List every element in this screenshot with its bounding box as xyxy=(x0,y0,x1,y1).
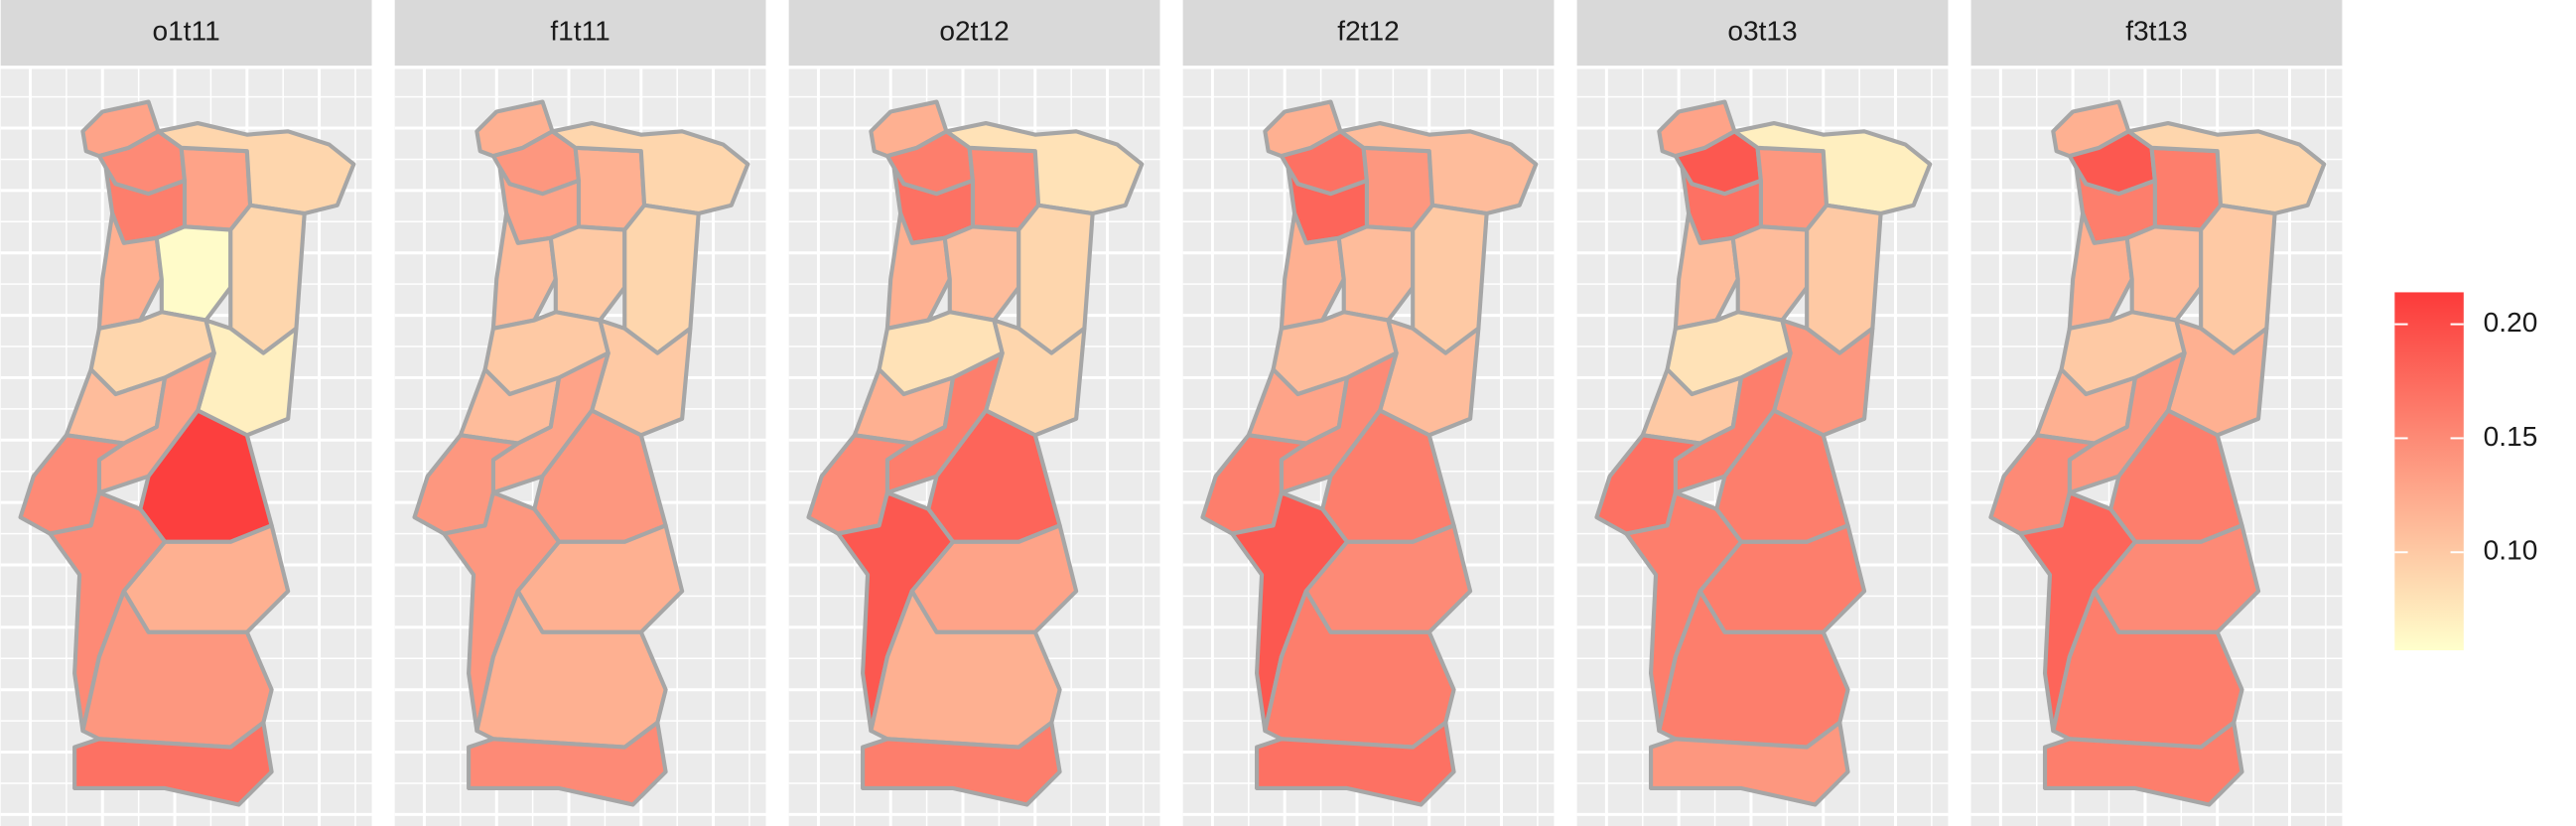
region xyxy=(1255,720,1456,807)
region xyxy=(869,589,1062,750)
region xyxy=(1732,120,1933,216)
region xyxy=(861,720,1062,807)
region xyxy=(550,120,750,216)
facet-title: o2t12 xyxy=(939,16,1009,47)
region xyxy=(72,720,274,807)
legend-tick-label: 0.10 xyxy=(2484,535,2538,566)
region xyxy=(156,120,356,216)
region xyxy=(2042,720,2244,807)
region xyxy=(2051,589,2244,750)
facet-strip xyxy=(788,0,1160,67)
facet-strip xyxy=(394,0,766,67)
facet-panel: f3t13 xyxy=(1964,0,2343,826)
facet-strip xyxy=(1182,0,1555,67)
facet-strip xyxy=(1576,0,1949,67)
facet-title: f2t12 xyxy=(1337,16,1400,47)
region xyxy=(944,120,1145,216)
legend-tick-label: 0.20 xyxy=(2484,307,2538,338)
region xyxy=(1648,720,1850,807)
legend-tick-label: 0.15 xyxy=(2484,421,2538,452)
region xyxy=(1673,210,1740,331)
facet-panel: o1t11 xyxy=(0,0,372,826)
facet-panel: o2t12 xyxy=(781,0,1160,826)
facet-title: o1t11 xyxy=(152,16,219,47)
region xyxy=(548,224,627,323)
region xyxy=(80,589,274,750)
region xyxy=(490,210,558,331)
facet-strip xyxy=(1970,0,2343,67)
facet-title: f3t13 xyxy=(2125,16,2188,47)
region xyxy=(467,720,668,807)
region xyxy=(1730,224,1810,323)
facet-strip xyxy=(0,0,372,67)
region xyxy=(1336,224,1416,323)
legend-colorbar xyxy=(2394,292,2464,651)
region xyxy=(1263,589,1456,750)
region xyxy=(942,224,1021,323)
region xyxy=(2126,120,2327,216)
region xyxy=(884,210,952,331)
region xyxy=(2124,224,2204,323)
facet-panel: f2t12 xyxy=(1175,0,1555,826)
region xyxy=(1657,589,1850,750)
facet-panel: f1t11 xyxy=(387,0,766,826)
region xyxy=(2067,210,2134,331)
facet-panel: o3t13 xyxy=(1569,0,1949,826)
region xyxy=(96,210,164,331)
region xyxy=(1338,120,1539,216)
region xyxy=(154,224,233,323)
region xyxy=(1279,210,1346,331)
region xyxy=(475,589,668,750)
facet-title: o3t13 xyxy=(1727,16,1797,47)
facet-title: f1t11 xyxy=(550,16,610,47)
